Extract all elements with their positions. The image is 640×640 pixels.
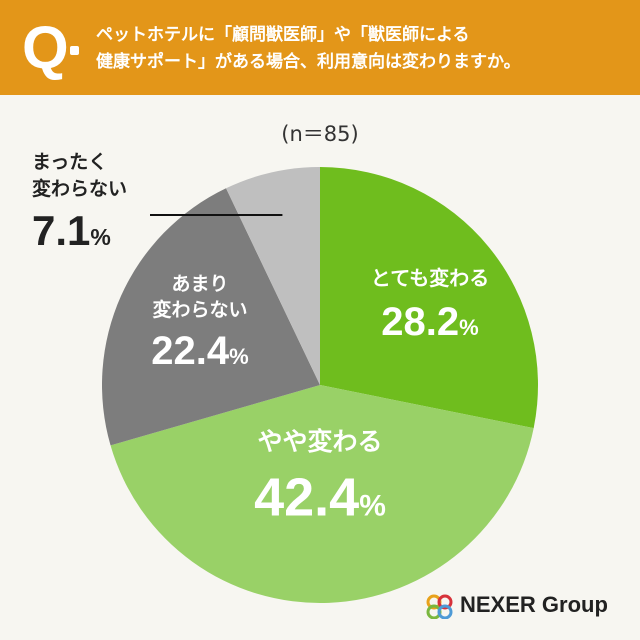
slice-label-2-line-1: 変わらない xyxy=(152,298,247,321)
question-header: Q ペットホテルに「顧問獣医師」や「獣医師による 健康サポート」がある場合、利用… xyxy=(0,0,640,95)
slice-label-3-line-0: まったく xyxy=(32,151,107,173)
pie-slice-0 xyxy=(320,167,538,429)
slice-label-3-line-1: 変わらない xyxy=(32,177,127,200)
question-text: ペットホテルに「顧問獣医師」や「獣医師による 健康サポート」がある場合、利用意向… xyxy=(96,25,521,72)
sample-size: (n＝85) xyxy=(281,122,359,146)
logo-rings-icon xyxy=(426,594,453,619)
q-mark: Q xyxy=(22,14,69,81)
slice-value-2: 22.4% xyxy=(151,329,248,373)
slice-value-3: 7.1% xyxy=(32,207,111,254)
slice-value-1: 42.4% xyxy=(254,468,386,528)
pie-slice-2 xyxy=(101,188,320,446)
logo-text: NEXER Group xyxy=(460,592,608,617)
pie-slice-1 xyxy=(110,385,534,603)
pie-slice-3 xyxy=(226,167,320,385)
slice-value-0: 28.2% xyxy=(381,300,478,344)
company-logo: NEXER Group xyxy=(424,590,624,620)
q-dot-icon xyxy=(70,46,79,55)
slice-label-0-line-0: とても変わる xyxy=(371,266,489,290)
slice-label-1-line-0: やや変わる xyxy=(257,427,382,456)
slice-label-2-line-0: あまり xyxy=(171,273,228,295)
